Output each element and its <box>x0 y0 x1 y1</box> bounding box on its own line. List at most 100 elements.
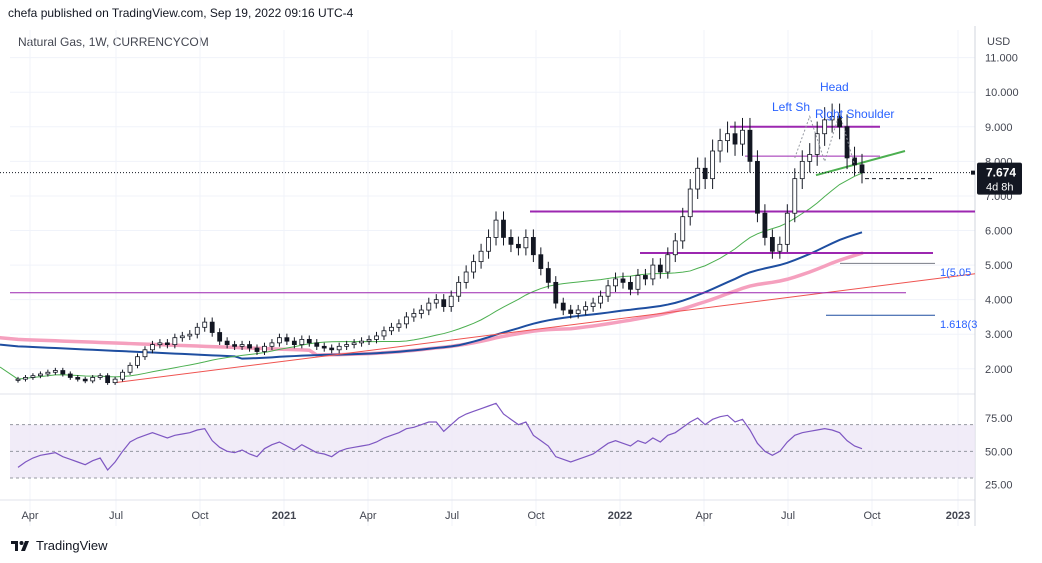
candle-body <box>829 116 835 121</box>
candle-body <box>351 342 357 346</box>
price-tick-label: 2.000 <box>985 364 1013 376</box>
rsi-tick-label: 25.00 <box>985 480 1013 492</box>
candle-body <box>456 281 462 297</box>
candle-body <box>329 347 335 351</box>
candle-body <box>45 371 51 375</box>
candle-body <box>448 295 454 307</box>
candle-body <box>844 126 850 159</box>
candle-body <box>545 268 551 283</box>
price-tick-label: 9.000 <box>985 122 1013 134</box>
time-tick-label: Jul <box>109 510 123 522</box>
candle-body <box>269 342 275 347</box>
price-tick-label: 3.000 <box>985 329 1013 341</box>
time-tick-label: Apr <box>21 510 38 522</box>
candle-body <box>799 160 805 180</box>
candle-body <box>441 299 447 307</box>
candle-body <box>157 342 163 346</box>
time-tick-label: Jul <box>445 510 459 522</box>
candle-body <box>187 333 193 337</box>
candle-body <box>314 342 320 347</box>
last-price-marker <box>971 170 975 175</box>
fib-1618-label: 1.618(3 <box>940 319 977 331</box>
candle-body <box>471 261 477 273</box>
candle-body <box>112 378 118 384</box>
candle-body <box>90 377 96 382</box>
candle-body <box>807 154 813 162</box>
candle-body <box>725 133 730 142</box>
time-axis: Apr Jul Oct 2021 Apr Jul Oct 2022 Apr Jul Oct 2023 <box>21 510 970 522</box>
candle-body <box>463 271 469 283</box>
drawn-lines <box>0 125 975 316</box>
candle-body <box>67 373 73 378</box>
candle-body <box>418 309 424 314</box>
last-price-tag <box>977 162 1022 195</box>
candle-body <box>613 278 618 287</box>
candle-body <box>396 323 402 328</box>
time-tick-label: 2023 <box>946 510 970 522</box>
time-tick-label: 2021 <box>272 510 296 522</box>
candle-body <box>239 344 245 347</box>
candle-body <box>262 345 267 352</box>
candle-body <box>538 254 544 269</box>
time-tick-label: 2022 <box>608 510 632 522</box>
candle-body <box>194 326 200 335</box>
candle-body <box>179 335 185 339</box>
candle-body <box>217 332 223 342</box>
candle-body <box>23 377 28 380</box>
candle-body <box>605 285 611 297</box>
tradingview-brand[interactable]: TradingView <box>10 538 108 553</box>
candle-body <box>747 129 753 162</box>
fib-1-label: 1(5.05 <box>940 267 971 279</box>
candle-body <box>575 309 581 314</box>
candle-body <box>702 167 708 180</box>
candle-body <box>717 140 723 152</box>
neckline <box>815 150 906 177</box>
rsi-pane: 25.00 50.00 75.00 <box>10 402 1013 492</box>
candle-body <box>321 345 327 349</box>
candle-body <box>381 330 387 337</box>
candle-body <box>433 299 439 304</box>
candle-body <box>657 264 663 273</box>
price-tick-label: 11.000 <box>985 53 1018 65</box>
candles <box>15 103 865 385</box>
candle-body <box>777 243 783 252</box>
candle-body <box>75 377 81 380</box>
time-tick-label: Oct <box>191 510 208 522</box>
head-label: Head <box>820 80 849 94</box>
candle-body <box>695 167 701 190</box>
right-shoulder-label: Right Shoulder <box>815 107 894 121</box>
candle-body <box>710 150 716 180</box>
candle-body <box>680 216 686 242</box>
price-tick-label: 5.000 <box>985 260 1013 272</box>
candle-body <box>530 237 536 256</box>
candle-body <box>859 164 865 174</box>
candle-body <box>38 373 43 377</box>
pattern-outline <box>794 111 856 165</box>
candle-body <box>426 302 432 311</box>
price-tick-label: 4.000 <box>985 295 1013 307</box>
candle-body <box>366 339 372 342</box>
time-tick-label: Apr <box>695 510 712 522</box>
candle-body <box>516 243 521 249</box>
candle-body <box>553 281 559 304</box>
trend-line <box>115 273 976 384</box>
candle-body <box>642 275 648 280</box>
candle-body <box>769 237 775 252</box>
candle-body <box>784 212 790 245</box>
countdown-label: 4d 8h <box>986 182 1014 194</box>
time-tick-label: Oct <box>527 510 544 522</box>
candle-body <box>336 345 342 351</box>
candle-body <box>687 188 693 218</box>
candle-body <box>291 340 297 345</box>
time-tick-label: Jul <box>781 510 795 522</box>
candle-body <box>232 344 238 347</box>
candle-body <box>284 337 290 342</box>
candle-body <box>127 364 133 373</box>
candle-body <box>97 375 103 378</box>
candle-body <box>82 378 88 382</box>
time-tick-label: Apr <box>359 510 376 522</box>
candle-body <box>837 116 842 128</box>
candle-body <box>598 295 603 304</box>
candle-body <box>135 356 140 366</box>
